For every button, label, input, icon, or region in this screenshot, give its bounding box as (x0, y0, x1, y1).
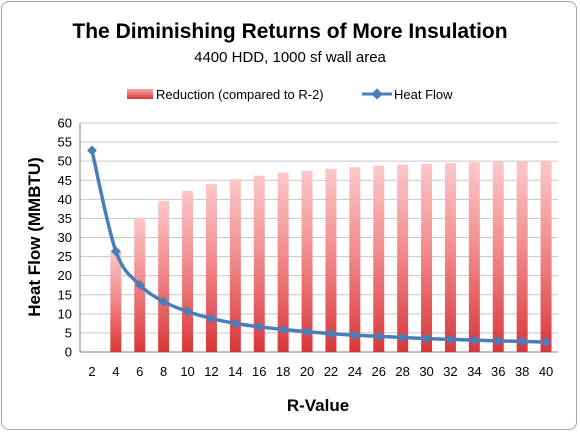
heat-flow-point (421, 333, 432, 344)
bar (325, 168, 337, 352)
heat-flow-point (541, 337, 551, 348)
heat-flow-point (349, 330, 360, 341)
x-tick-label: 18 (276, 364, 290, 379)
x-tick-label: 16 (252, 364, 266, 379)
x-tick-label: 26 (372, 364, 386, 379)
heat-flow-point (373, 331, 384, 342)
y-tick-label: 30 (58, 230, 72, 245)
x-tick-label: 34 (467, 364, 481, 379)
x-tick-label: 24 (348, 364, 362, 379)
heat-flow-point (158, 296, 169, 307)
x-tick-label: 36 (491, 364, 505, 379)
x-tick-label: 32 (443, 364, 457, 379)
legend-swatch-reduction (127, 89, 153, 99)
y-tick-label: 55 (58, 135, 72, 150)
heat-flow-point (278, 324, 289, 335)
heat-flow-point (182, 306, 193, 317)
heat-flow-point (230, 318, 241, 329)
bar (492, 161, 504, 352)
x-tick-label: 8 (160, 364, 167, 379)
y-tick-label: 40 (58, 192, 72, 207)
x-tick-label: 38 (515, 364, 529, 379)
bar (421, 163, 433, 352)
bar (301, 170, 313, 352)
bar (468, 162, 480, 352)
bar (444, 163, 456, 352)
x-tick-label: 22 (324, 364, 338, 379)
chart-title: The Diminishing Returns of More Insulati… (72, 20, 507, 43)
bar (253, 175, 265, 352)
x-tick-label: 6 (136, 364, 143, 379)
y-tick-label: 25 (58, 249, 72, 264)
heat-flow-point (206, 313, 217, 324)
bar (373, 165, 385, 352)
legend-label-heat-flow: Heat Flow (394, 87, 453, 102)
y-axis-title: Heat Flow (MMBTU) (25, 157, 44, 317)
y-tick-label: 5 (65, 325, 72, 340)
bar (158, 200, 170, 352)
heat-flow-point (134, 279, 145, 290)
x-tick-label: 30 (419, 364, 433, 379)
x-tick-label: 12 (204, 364, 218, 379)
heat-flow-point (517, 336, 528, 347)
legend-label-reduction: Reduction (compared to R-2) (156, 87, 324, 102)
x-tick-label: 2 (88, 364, 95, 379)
y-tick-label: 15 (58, 287, 72, 302)
heat-flow-point (87, 145, 97, 156)
y-tick-label: 50 (58, 154, 72, 169)
line-series (87, 145, 551, 348)
y-tick-label: 45 (58, 173, 72, 188)
y-tick-label: 0 (65, 345, 72, 360)
heat-flow-point (469, 335, 480, 346)
x-axis-ticks: 2 4 6 8 10 12 14 16 18 20 22 24 26 28 30 32 34 36 38 40 (88, 364, 553, 379)
heat-flow-point (445, 334, 456, 345)
legend: Reduction (compared to R-2) Heat Flow (127, 87, 453, 102)
y-tick-label: 10 (58, 306, 72, 321)
heat-flow-point (493, 335, 504, 346)
chart-subtitle: 4400 HDD, 1000 sf wall area (194, 49, 386, 66)
heat-flow-point (110, 246, 121, 257)
heat-flow-point (302, 326, 312, 337)
x-tick-label: 10 (180, 364, 194, 379)
bar (110, 251, 122, 352)
bar (205, 184, 217, 352)
heat-flow-point (397, 332, 408, 343)
bar (397, 164, 409, 352)
bar (229, 179, 241, 352)
x-tick-label: 20 (300, 364, 314, 379)
y-tick-label: 35 (58, 211, 72, 226)
bar (277, 172, 289, 352)
y-tick-label: 20 (58, 268, 72, 283)
y-tick-label: 60 (58, 116, 72, 131)
legend-marker-heat-flow (371, 88, 383, 100)
x-tick-label: 28 (395, 364, 409, 379)
bar (516, 161, 528, 352)
x-axis-title: R-Value (287, 396, 349, 415)
x-tick-label: 40 (539, 364, 553, 379)
bar-series (110, 160, 552, 352)
gridlines (79, 122, 558, 353)
heat-flow-point (326, 328, 336, 339)
bar (349, 167, 361, 352)
bar (540, 160, 552, 352)
x-tick-label: 4 (112, 364, 119, 379)
bar (182, 190, 194, 352)
y-axis-ticks: 0 5 10 15 20 25 30 35 40 45 50 55 60 (58, 116, 72, 360)
x-tick-label: 14 (228, 364, 242, 379)
